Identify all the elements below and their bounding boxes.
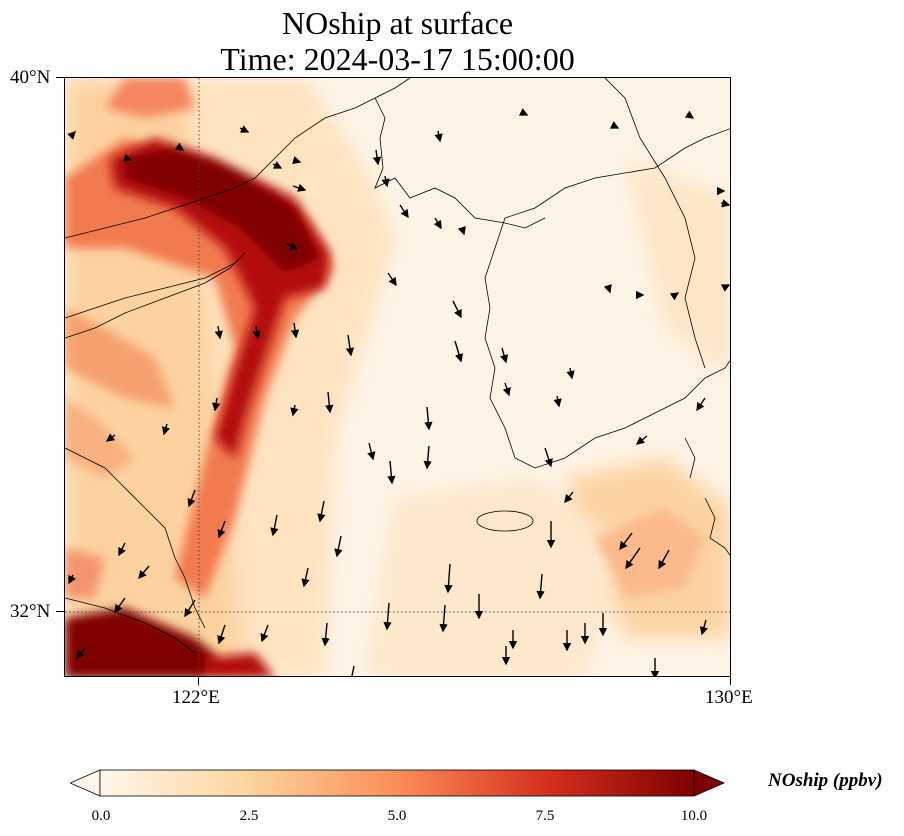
- lat-tick-40n: [56, 77, 64, 78]
- wind-arrow: [367, 442, 376, 461]
- coastlines: [65, 78, 730, 654]
- wind-arrow: [500, 347, 509, 364]
- wind-arrow: [452, 300, 462, 319]
- wind-arrow: [290, 322, 300, 339]
- wind-arrow: [564, 491, 574, 504]
- wind-arrow: [123, 153, 133, 162]
- wind-arrow: [433, 217, 442, 230]
- wind-arrow: [161, 423, 171, 436]
- wind-arrow: [383, 602, 392, 631]
- wind-arrow: [174, 142, 185, 151]
- wind-arrow: [292, 156, 302, 165]
- map-subtitle-time: Time: 2024-03-17 15:00:00: [220, 41, 575, 77]
- colorbar-extend-min: [68, 769, 101, 797]
- wind-arrow: [457, 226, 466, 236]
- wind-arrow: [387, 272, 397, 287]
- wind-arrow: [372, 149, 382, 166]
- map-title: NOship at surface: [281, 5, 514, 41]
- wind-arrow: [272, 161, 283, 169]
- lat-label-40n: 40°N: [10, 67, 51, 88]
- wind-arrow: [212, 397, 221, 412]
- wind-arrow: [387, 460, 396, 485]
- colorbar-tick-4: 10.0: [680, 808, 708, 824]
- wind-arrow: [252, 325, 261, 340]
- wind-arrow: [284, 242, 299, 250]
- wind-arrow: [76, 647, 86, 660]
- wind-arrow: [290, 404, 299, 417]
- wind-arrow: [696, 397, 706, 412]
- colorbar-tick-1: 2.5: [239, 808, 259, 824]
- colorbar-tick-3: 7.5: [535, 808, 555, 824]
- wind-arrow: [518, 108, 529, 116]
- concentration-map: [65, 78, 730, 676]
- wind-arrow: [105, 433, 116, 442]
- wind-arrow: [325, 391, 334, 414]
- colorbar-tick-0: 0.0: [91, 808, 111, 824]
- colorbar-tick-2: 5.0: [387, 808, 407, 824]
- wind-arrow: [603, 284, 612, 294]
- wind-arrow: [381, 175, 390, 188]
- wind-vectors: [67, 108, 730, 676]
- wind-arrow: [217, 520, 226, 539]
- wind-arrow: [187, 489, 196, 508]
- lat-label-32n: 32°N: [10, 601, 51, 622]
- wind-arrow: [301, 567, 310, 588]
- wind-arrow: [544, 447, 553, 468]
- wind-arrow: [669, 292, 680, 301]
- wind-arrow: [720, 199, 730, 208]
- wind-arrow: [239, 125, 250, 133]
- wind-arrow: [270, 514, 279, 537]
- wind-arrow: [345, 334, 355, 357]
- lon-label-130e: 130°E: [705, 687, 753, 708]
- lat-tick-32n: [56, 611, 64, 612]
- wind-arrow: [67, 131, 76, 140]
- wind-arrow: [444, 563, 453, 594]
- wind-arrow: [399, 204, 409, 219]
- field-high-plumes: [65, 138, 330, 676]
- wind-arrow: [619, 532, 633, 551]
- wind-arrow: [658, 549, 670, 570]
- wind-arrow: [699, 619, 708, 636]
- wind-arrow: [635, 435, 648, 445]
- wind-arrow: [114, 597, 126, 614]
- lon-tick-122e: [198, 677, 199, 685]
- map-panel[interactable]: [64, 77, 731, 677]
- wind-arrow: [214, 325, 223, 340]
- wind-arrow: [609, 121, 620, 129]
- wind-arrow: [68, 574, 76, 585]
- wind-arrow: [217, 624, 226, 645]
- wind-arrow: [118, 542, 126, 557]
- wind-arrow: [434, 130, 443, 143]
- wind-arrow: [317, 500, 326, 523]
- colorbar: [68, 769, 726, 797]
- colorbar-gradient: [99, 769, 695, 797]
- wind-arrow: [454, 340, 464, 363]
- wind-arrow: [321, 622, 330, 647]
- wind-arrow: [292, 183, 307, 192]
- gridlines: [65, 78, 730, 676]
- wind-arrow: [566, 367, 575, 380]
- lon-label-122e: 122°E: [172, 687, 220, 708]
- wind-arrow: [684, 110, 695, 119]
- colorbar-label: NOship (ppbv): [768, 770, 883, 791]
- wind-arrow: [184, 599, 196, 618]
- wind-arrow: [439, 604, 448, 633]
- wind-arrow: [423, 445, 432, 470]
- wind-arrow: [720, 284, 730, 292]
- wind-arrow: [625, 547, 641, 570]
- wind-arrow: [502, 382, 511, 397]
- wind-arrow: [536, 573, 545, 600]
- wind-arrow: [138, 565, 150, 580]
- wind-arrow: [351, 665, 355, 676]
- wind-arrow: [334, 535, 343, 558]
- wind-arrow: [553, 395, 562, 408]
- lon-tick-130e: [730, 677, 731, 685]
- colorbar-extend-max: [693, 769, 726, 797]
- wind-arrow: [260, 624, 269, 643]
- wind-arrow: [424, 406, 433, 431]
